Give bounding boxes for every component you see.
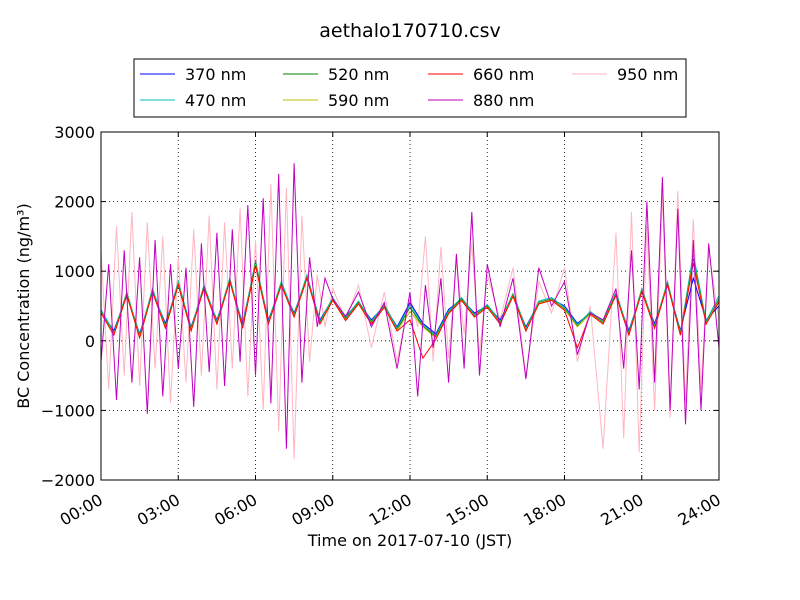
x-tick-label: 09:00 bbox=[288, 490, 337, 530]
x-tick-label: 15:00 bbox=[443, 490, 492, 530]
series-line-950-nm bbox=[101, 184, 719, 460]
x-tick-label: 00:00 bbox=[57, 490, 106, 530]
legend: 370 nm 470 nm 520 nm 590 nm 660 nm 880 nm 950 … bbox=[133, 58, 687, 118]
y-tick-label: 3000 bbox=[54, 123, 95, 142]
plot-area bbox=[101, 132, 719, 480]
legend-label: 470 nm bbox=[185, 91, 246, 110]
legend-label: 520 nm bbox=[328, 65, 389, 84]
legend-box bbox=[133, 58, 687, 118]
y-axis-label: BC Concentration (ng/m³) bbox=[14, 203, 33, 408]
legend-label: 370 nm bbox=[185, 65, 246, 84]
chart-title: aethalo170710.csv bbox=[319, 20, 501, 42]
x-tick-label: 12:00 bbox=[366, 490, 415, 530]
x-tick-label: 06:00 bbox=[211, 490, 260, 530]
x-tick-label: 18:00 bbox=[520, 490, 569, 530]
y-tick-label: 0 bbox=[85, 332, 95, 351]
y-tick-label: 1000 bbox=[54, 262, 95, 281]
x-axis-label: Time on 2017-07-10 (JST) bbox=[307, 531, 512, 550]
legend-label: 880 nm bbox=[473, 91, 534, 110]
legend-label: 660 nm bbox=[473, 65, 534, 84]
y-tick-label: 2000 bbox=[54, 193, 95, 212]
x-tick-label: 21:00 bbox=[597, 490, 646, 530]
legend-label: 590 nm bbox=[328, 91, 389, 110]
plot-border bbox=[100, 131, 720, 481]
grid bbox=[101, 132, 719, 480]
x-tick-label: 03:00 bbox=[134, 490, 183, 530]
y-tick-label: −1000 bbox=[41, 401, 95, 420]
x-tick-label: 24:00 bbox=[675, 490, 724, 530]
y-tick-label: −2000 bbox=[41, 471, 95, 490]
legend-label: 950 nm bbox=[617, 65, 678, 84]
series-line-880-nm bbox=[101, 163, 719, 449]
series-layer bbox=[101, 163, 719, 460]
